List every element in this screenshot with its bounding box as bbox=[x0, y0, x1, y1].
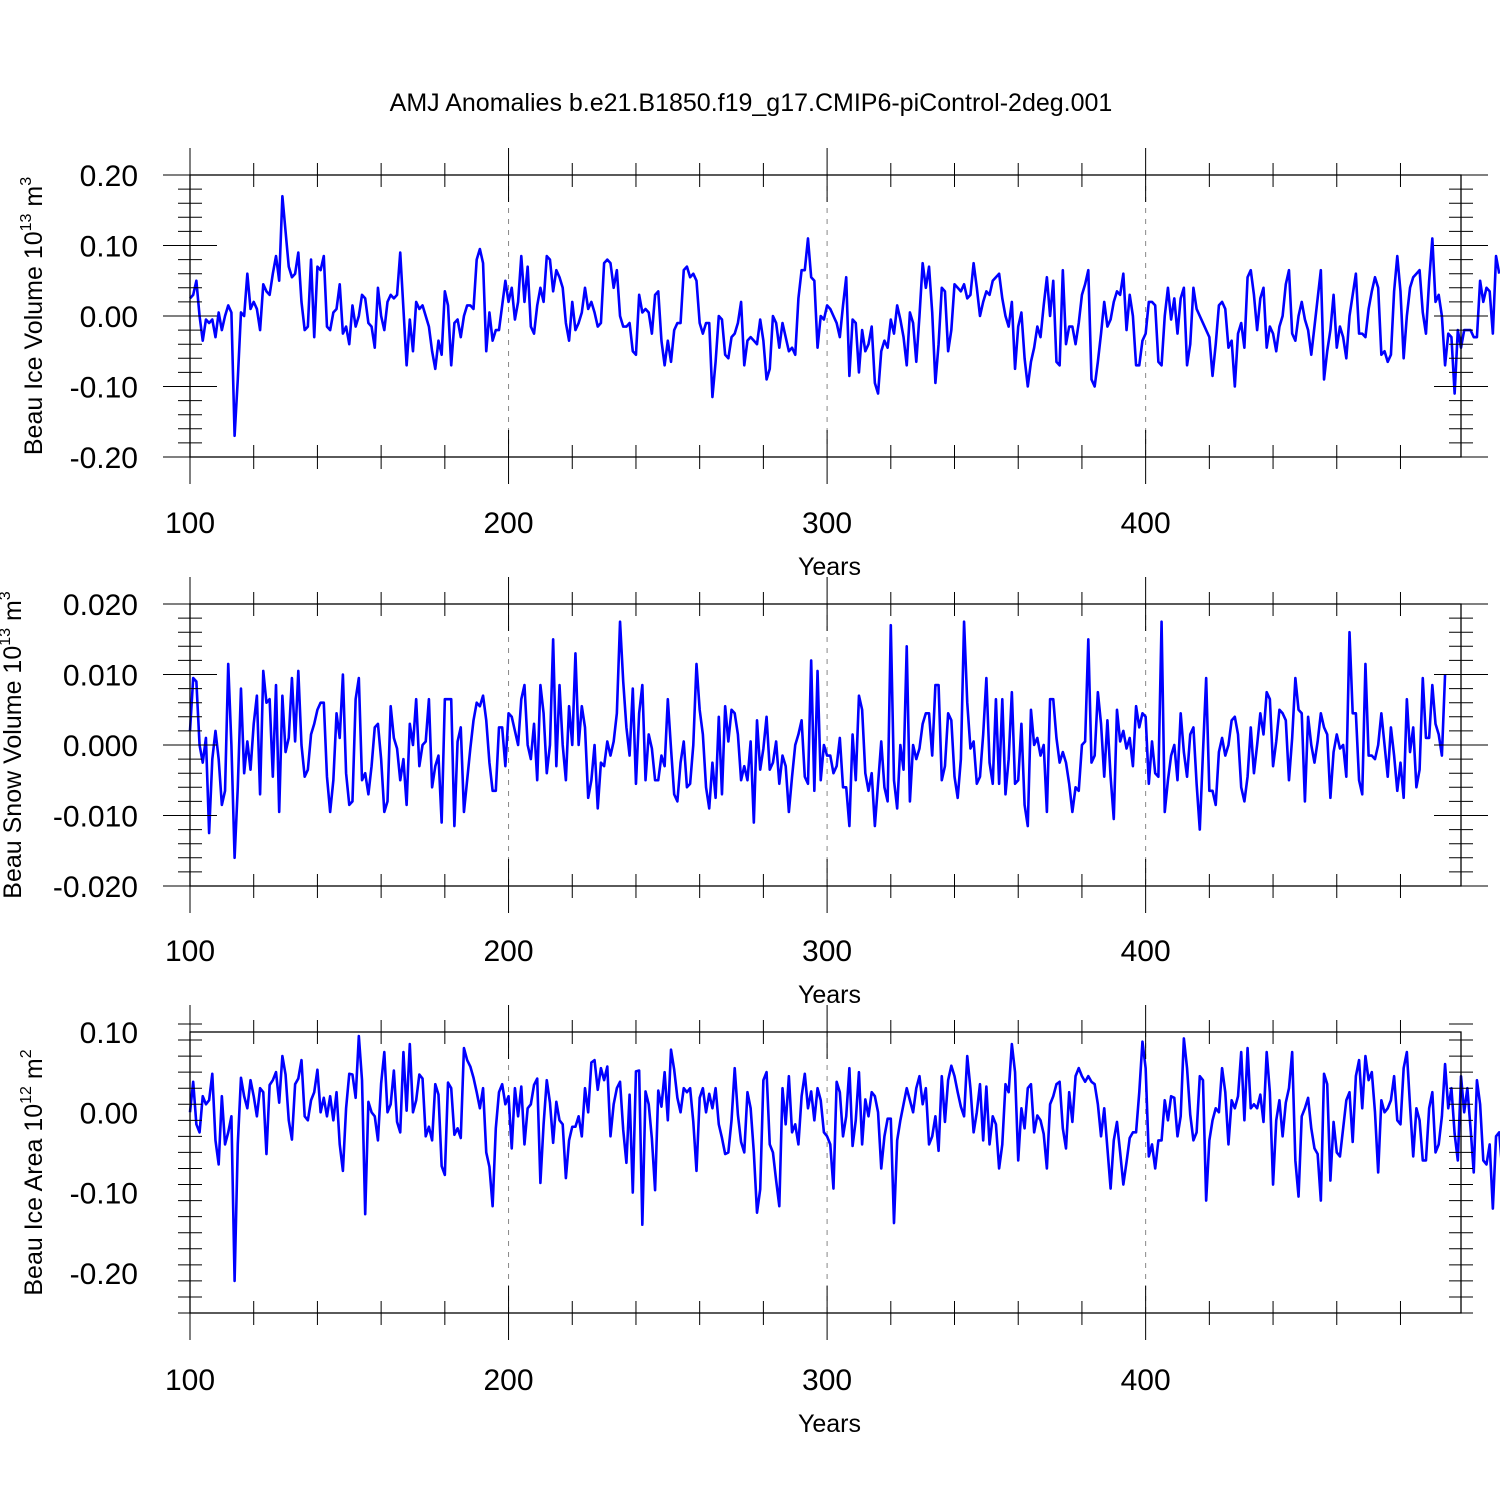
y-axis-title-superscript: 2 bbox=[18, 1049, 35, 1058]
y-axis-title-part: m bbox=[20, 186, 48, 214]
x-tick-label: 200 bbox=[484, 507, 534, 540]
y-tick-label: 0.010 bbox=[63, 660, 138, 693]
x-tick-label: 200 bbox=[484, 1364, 534, 1397]
y-tick-label: -0.10 bbox=[70, 372, 138, 405]
y-axis-title-part: m bbox=[20, 1058, 48, 1086]
x-tick-label: 100 bbox=[165, 1364, 215, 1397]
y-axis-title-superscript: 3 bbox=[18, 177, 35, 186]
figure-title: AMJ Anomalies b.e21.B1850.f19_g17.CMIP6-… bbox=[390, 89, 1113, 117]
panel-ice-area: -0.20 -0.10 0.00 0.10 100 200 300 400 Years Beau … bbox=[18, 1005, 1500, 1438]
x-axis-title: Years bbox=[798, 553, 861, 581]
y-tick-label: -0.20 bbox=[70, 442, 138, 475]
y-tick-label: 0.00 bbox=[80, 1097, 138, 1130]
panel-snow-volume: -0.020 -0.010 0.000 0.010 0.020 100 200 300 400 Y… bbox=[0, 577, 1488, 1009]
y-tick-label: 0.10 bbox=[80, 231, 138, 264]
y-axis-title-superscript: 13 bbox=[0, 628, 14, 646]
y-axis-title-superscript: 13 bbox=[18, 213, 35, 231]
x-tick-label: 300 bbox=[802, 1364, 852, 1397]
y-tick-label: 0.10 bbox=[80, 1017, 138, 1050]
y-tick-label: 0.00 bbox=[80, 301, 138, 334]
x-axis-title: Years bbox=[798, 981, 861, 1009]
y-tick-label: 0.020 bbox=[63, 589, 138, 622]
x-tick-label: 300 bbox=[802, 507, 852, 540]
y-tick-label: 0.20 bbox=[80, 160, 138, 193]
x-tick-label: 400 bbox=[1121, 935, 1171, 968]
x-axis-title: Years bbox=[798, 1410, 861, 1438]
y-tick-label: -0.10 bbox=[70, 1178, 138, 1211]
y-axis-title: Beau Snow Volume 1013 m3 bbox=[0, 591, 27, 899]
y-axis-title-part: Beau Ice Area 10 bbox=[20, 1104, 48, 1296]
data-series-line bbox=[188, 1034, 1500, 1283]
y-axis-title-part: Beau Snow Volume 10 bbox=[0, 646, 27, 899]
y-tick-label: -0.010 bbox=[53, 801, 138, 834]
y-axis-title-part: m bbox=[0, 600, 27, 628]
data-series-line bbox=[188, 620, 1447, 860]
y-tick-label: 0.000 bbox=[63, 730, 138, 763]
x-tick-label: 300 bbox=[802, 935, 852, 968]
x-tick-label: 100 bbox=[165, 507, 215, 540]
y-tick-label: -0.20 bbox=[70, 1258, 138, 1291]
x-tick-label: 100 bbox=[165, 935, 215, 968]
y-axis-title: Beau Ice Area 1012 m2 bbox=[18, 1049, 48, 1295]
plot-frame bbox=[189, 1031, 1462, 1314]
x-tick-label: 400 bbox=[1121, 1364, 1171, 1397]
data-series-line bbox=[189, 194, 1500, 438]
panel-ice-volume: -0.20 -0.10 0.00 0.10 0.20 100 200 300 400 Years B… bbox=[18, 148, 1500, 581]
y-axis-title-superscript: 3 bbox=[0, 591, 14, 600]
y-tick-label: -0.020 bbox=[53, 871, 138, 904]
x-tick-label: 200 bbox=[484, 935, 534, 968]
y-axis-title: Beau Ice Volume 1013 m3 bbox=[18, 177, 48, 455]
y-axis-title-superscript: 12 bbox=[18, 1086, 35, 1104]
y-axis-title-part: Beau Ice Volume 10 bbox=[20, 231, 48, 455]
x-tick-label: 400 bbox=[1121, 507, 1171, 540]
